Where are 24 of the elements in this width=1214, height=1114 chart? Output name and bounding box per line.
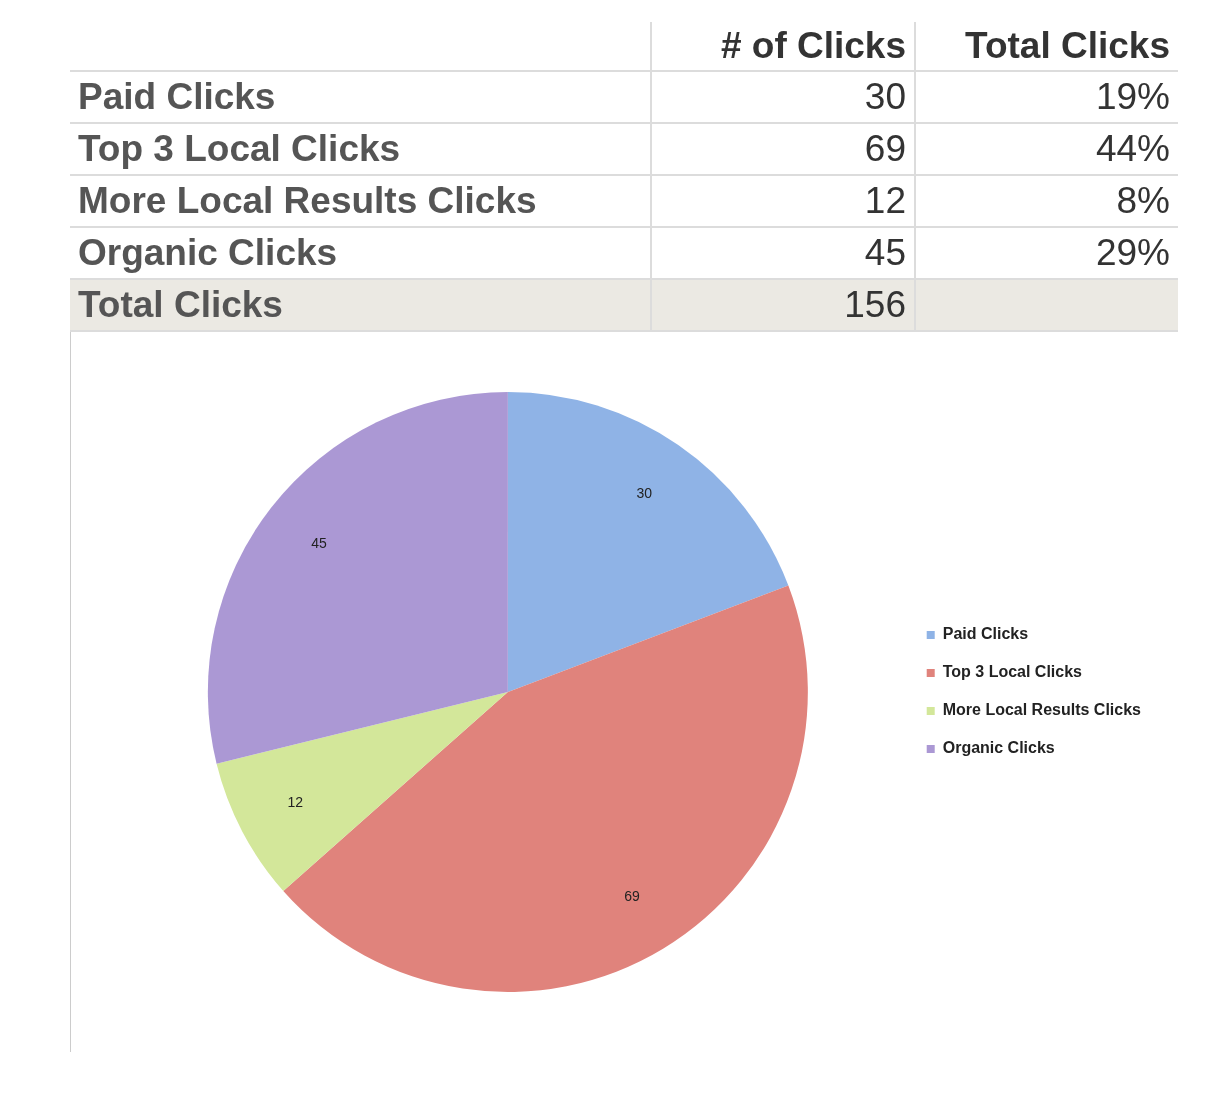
data-label: 45 xyxy=(311,534,327,551)
category-label: # of Clicks xyxy=(651,22,915,71)
text: 69 xyxy=(864,128,906,169)
text: 8% xyxy=(1116,180,1170,221)
category-label: More Local Results Clicks xyxy=(78,180,537,221)
text: 12 xyxy=(864,180,906,221)
legend-label: Paid Clicks xyxy=(942,625,1029,643)
legend-label: Organic Clicks xyxy=(942,739,1055,757)
data-label: 30 xyxy=(636,485,653,502)
category-label: Top 3 Local Clicks xyxy=(78,128,401,169)
category-label: Organic Clicks xyxy=(78,232,338,273)
data-label: 69 xyxy=(624,888,641,905)
text: 44% xyxy=(1095,128,1170,169)
legend-label: Top 3 Local Clicks xyxy=(942,663,1083,681)
text: 29% xyxy=(1095,232,1170,273)
text: 30 xyxy=(864,76,906,117)
text: 156 xyxy=(844,284,906,325)
category-label: Total Clicks xyxy=(915,22,1178,71)
data-label: 12 xyxy=(287,794,304,811)
text: 19% xyxy=(1095,76,1170,117)
legend-label: More Local Results Clicks xyxy=(942,701,1142,719)
category-label: Paid Clicks xyxy=(78,76,276,117)
category-label: Total Clicks xyxy=(78,284,283,325)
text: 45 xyxy=(864,232,906,273)
